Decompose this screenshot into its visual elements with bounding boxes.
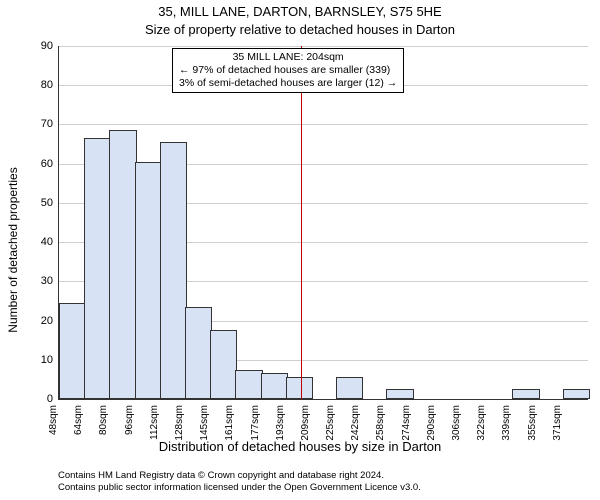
- x-tick-label: 339sqm: [501, 405, 512, 441]
- x-tick-label: 258sqm: [375, 405, 386, 441]
- page-title: 35, MILL LANE, DARTON, BARNSLEY, S75 5HE: [0, 4, 600, 19]
- y-tick-label: 20: [25, 315, 53, 327]
- y-tick-label: 60: [25, 158, 53, 170]
- chart-reference: [59, 46, 588, 399]
- y-tick-label: 90: [25, 40, 53, 52]
- x-tick-label: 64sqm: [73, 405, 84, 435]
- y-tick-label: 80: [25, 79, 53, 91]
- x-tick-label: 128sqm: [174, 405, 185, 441]
- x-axis-label: Distribution of detached houses by size …: [0, 439, 600, 454]
- x-tick-label: 371sqm: [552, 405, 563, 441]
- x-tick-label: 96sqm: [124, 405, 135, 435]
- annotation-line2: ← 97% of detached houses are smaller (33…: [179, 64, 397, 77]
- y-tick-label: 0: [25, 393, 53, 405]
- footer-line2: Contains public sector information licen…: [58, 482, 594, 494]
- x-tick-label: 225sqm: [325, 405, 336, 441]
- footer-text: Contains HM Land Registry data © Crown c…: [58, 470, 594, 494]
- annotation-line3: 3% of semi-detached houses are larger (1…: [179, 77, 397, 90]
- x-tick-label: 112sqm: [149, 405, 160, 440]
- y-tick-label: 40: [25, 236, 53, 248]
- reference-line: [301, 46, 303, 399]
- x-tick-label: 145sqm: [199, 405, 210, 441]
- x-tick-label: 193sqm: [275, 405, 286, 441]
- x-tick-label: 274sqm: [401, 405, 412, 441]
- x-tick-label: 48sqm: [48, 405, 59, 435]
- x-tick-label: 242sqm: [350, 405, 361, 441]
- x-tick-label: 177sqm: [250, 405, 261, 441]
- y-axis-label: Number of detached properties: [6, 167, 20, 332]
- x-tick-label: 306sqm: [451, 405, 462, 441]
- x-tick-label: 290sqm: [426, 405, 437, 441]
- x-tick-label: 355sqm: [527, 405, 538, 441]
- x-tick-label: 80sqm: [98, 405, 109, 435]
- x-tick-label: 161sqm: [224, 405, 235, 441]
- y-tick-label: 30: [25, 275, 53, 287]
- x-tick-label: 322sqm: [476, 405, 487, 441]
- annotation-line1: 35 MILL LANE: 204sqm: [179, 51, 397, 64]
- chart-plot-area: 0102030405060708090 48sqm64sqm80sqm96sqm…: [58, 46, 588, 400]
- x-tick-label: 209sqm: [300, 405, 311, 441]
- annotation-box: 35 MILL LANE: 204sqm ← 97% of detached h…: [172, 48, 404, 93]
- footer-line1: Contains HM Land Registry data © Crown c…: [58, 470, 594, 482]
- gridline: [59, 399, 588, 400]
- page-subtitle: Size of property relative to detached ho…: [0, 22, 600, 37]
- y-tick-label: 10: [25, 354, 53, 366]
- y-tick-label: 70: [25, 118, 53, 130]
- y-tick-label: 50: [25, 197, 53, 209]
